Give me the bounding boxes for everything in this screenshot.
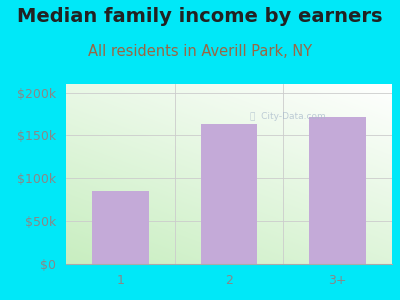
Text: All residents in Averill Park, NY: All residents in Averill Park, NY <box>88 44 312 59</box>
Text: Median family income by earners: Median family income by earners <box>17 8 383 26</box>
Bar <box>201 124 257 264</box>
Bar <box>310 117 366 264</box>
Text: ⓘ  City-Data.com: ⓘ City-Data.com <box>250 112 326 121</box>
Bar <box>92 191 148 264</box>
